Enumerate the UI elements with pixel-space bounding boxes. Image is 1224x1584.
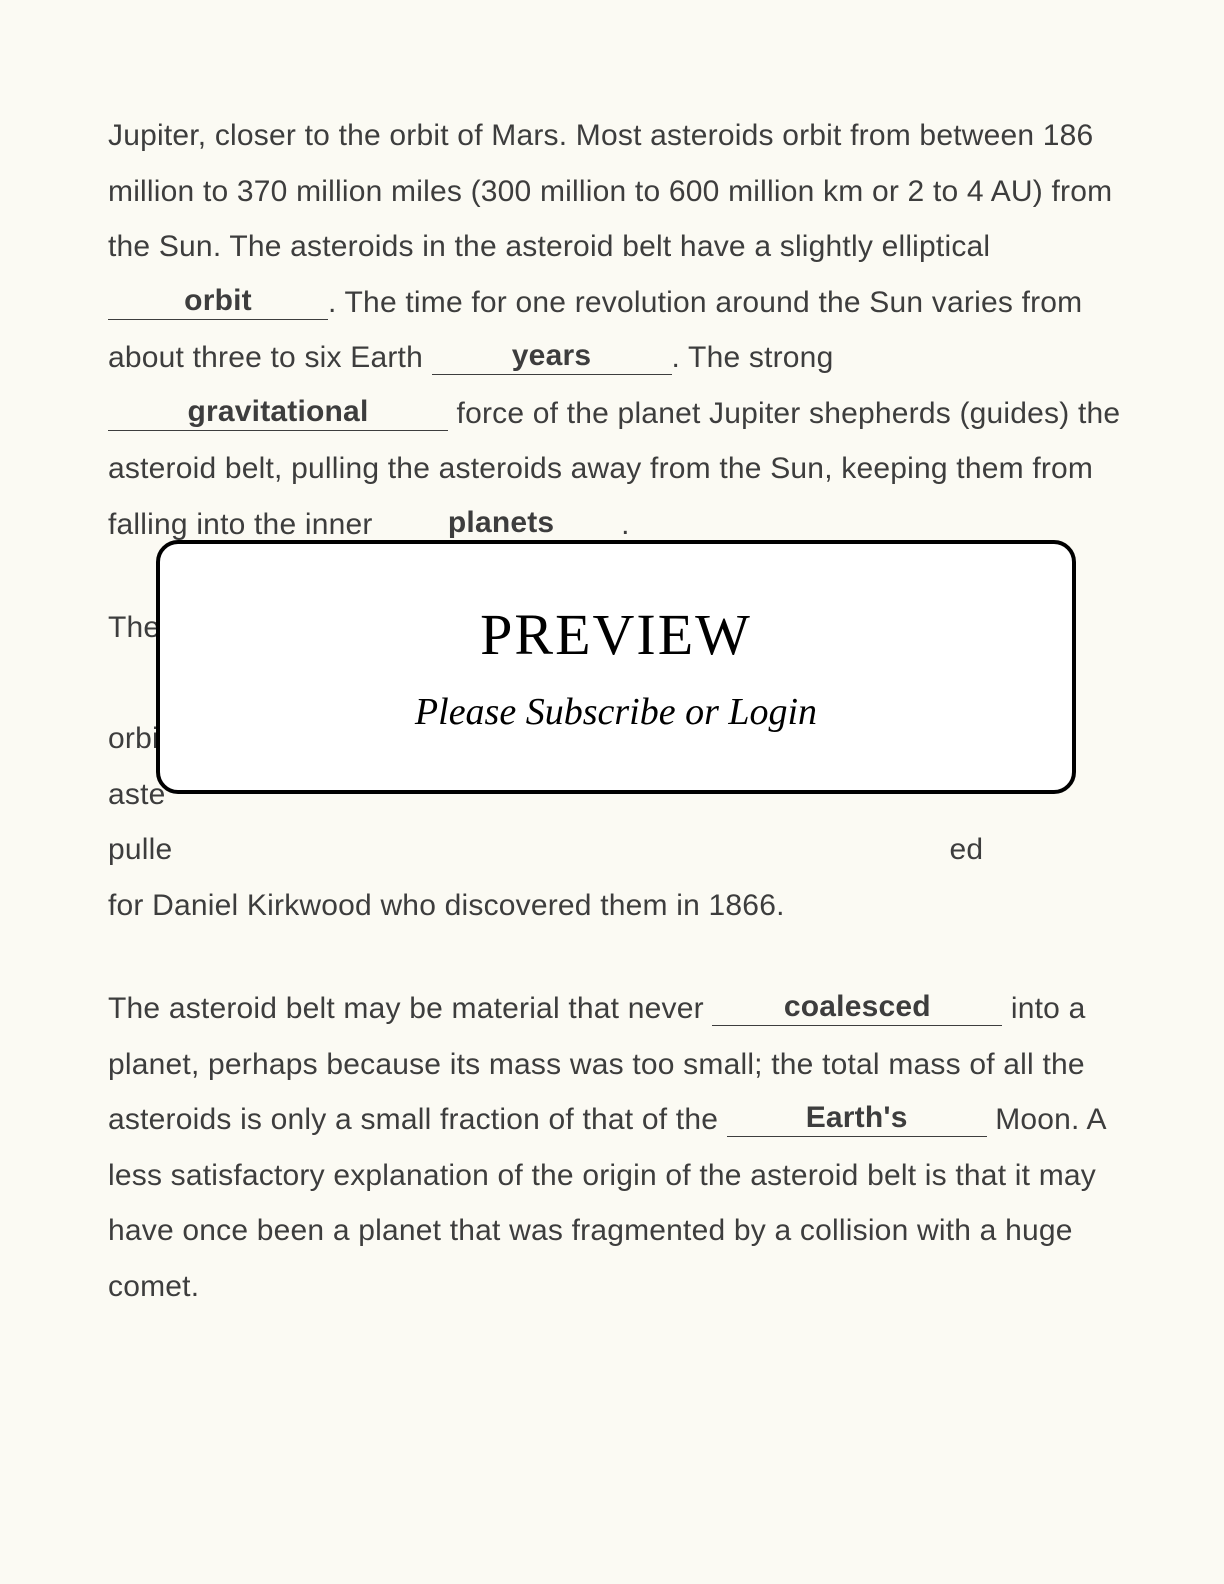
p1-text-1: Jupiter, closer to the orbit of Mars. Mo… [108,119,1112,263]
blank-years[interactable]: years [432,338,672,375]
p1-text-5: . [621,508,630,541]
p3-text-1: The asteroid belt may be material that n… [108,992,712,1025]
p2-line2: orbi [108,722,159,755]
p2-line4-right: ed [949,833,983,866]
blank-orbit[interactable]: orbit [108,283,328,320]
preview-overlay: PREVIEW Please Subscribe or Login [156,540,1076,794]
overlay-title: PREVIEW [480,601,752,668]
p2-line5: for Daniel Kirkwood who discovered them … [108,878,1122,934]
p2-line1: The [108,611,160,644]
overlay-subtitle: Please Subscribe or Login [415,690,817,734]
p2-line3: aste [108,778,166,811]
paragraph-3: The asteroid belt may be material that n… [108,981,1122,1314]
blank-planets[interactable]: planets [381,505,621,542]
blank-coalesced[interactable]: coalesced [712,989,1002,1026]
blank-gravitational[interactable]: gravitational [108,394,448,431]
p2-line4-left: pulle [108,833,172,866]
paragraph-1: Jupiter, closer to the orbit of Mars. Mo… [108,108,1122,552]
p1-text-3: . The strong [672,341,834,374]
blank-earths[interactable]: Earth's [727,1100,987,1137]
